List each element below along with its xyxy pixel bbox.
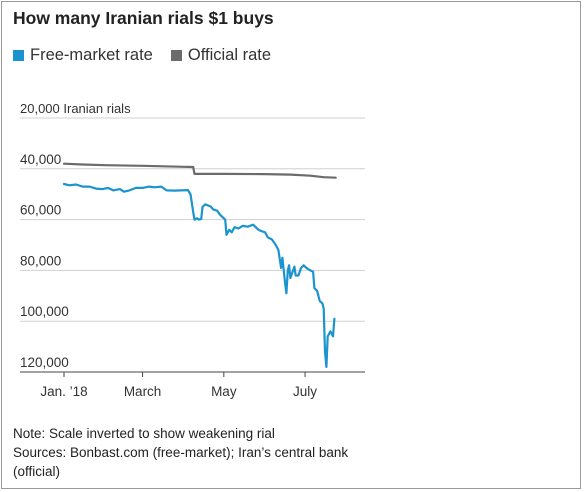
series-line-free-market (62, 182, 336, 368)
legend-swatch-free-market (13, 49, 24, 61)
sources-text: Sources: Bonbast.com (free-market); Iran… (13, 445, 349, 479)
legend-label-free-market: Free-market rate (30, 45, 153, 64)
legend-label-official: Official rate (187, 45, 272, 64)
x-tick-label: March (124, 384, 162, 399)
x-tick-label: May (211, 384, 237, 399)
x-tick-label: Jan. ’18 (40, 384, 87, 399)
x-tick-label: July (293, 384, 317, 399)
y-tick-label: 120,000 (20, 355, 69, 370)
chart-legend: Free-market rate Official rate (13, 44, 289, 66)
series-line-official (62, 162, 337, 179)
y-tick-label: 40,000 (20, 152, 61, 167)
legend-item-official: Official rate (170, 45, 272, 65)
line-chart: 20,000 Iranian rials 40,000 60,000 80,000 10… (20, 101, 365, 399)
y-tick-label: 20,000 Iranian rials (20, 101, 131, 116)
chart-notes: Note: Scale inverted to show weakening r… (13, 424, 363, 481)
y-tick-label: 100,000 (20, 304, 69, 319)
legend-swatch-official (170, 49, 182, 61)
note-text: Note: Scale inverted to show weakening r… (13, 426, 275, 441)
chart-title: How many Iranian rials $1 buys (13, 8, 274, 28)
y-tick-label: 80,000 (20, 253, 61, 268)
legend-item-free-market: Free-market rate (13, 46, 153, 65)
y-tick-label: 60,000 (20, 203, 61, 218)
